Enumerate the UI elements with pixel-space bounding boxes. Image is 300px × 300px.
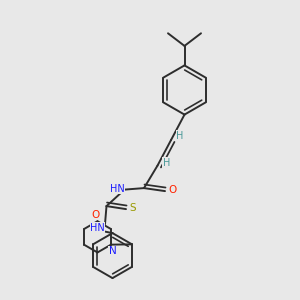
Text: O: O: [92, 210, 100, 220]
Text: HN: HN: [90, 223, 105, 233]
Text: O: O: [168, 184, 177, 195]
Text: S: S: [129, 203, 136, 213]
Text: H: H: [176, 130, 184, 141]
Text: H: H: [163, 158, 170, 168]
Text: N: N: [109, 246, 116, 256]
Text: HN: HN: [110, 184, 124, 194]
